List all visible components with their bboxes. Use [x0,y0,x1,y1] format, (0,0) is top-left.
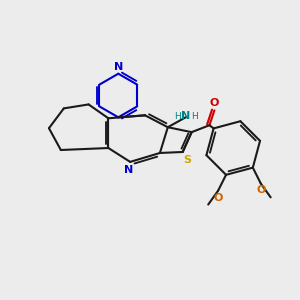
Text: S: S [184,155,192,165]
Text: O: O [210,98,219,108]
Text: N: N [114,62,123,72]
Text: H: H [174,112,181,121]
Text: H: H [192,112,198,121]
Text: O: O [256,185,266,196]
Text: O: O [213,193,223,202]
Text: N: N [124,165,133,175]
Text: N: N [181,111,190,121]
